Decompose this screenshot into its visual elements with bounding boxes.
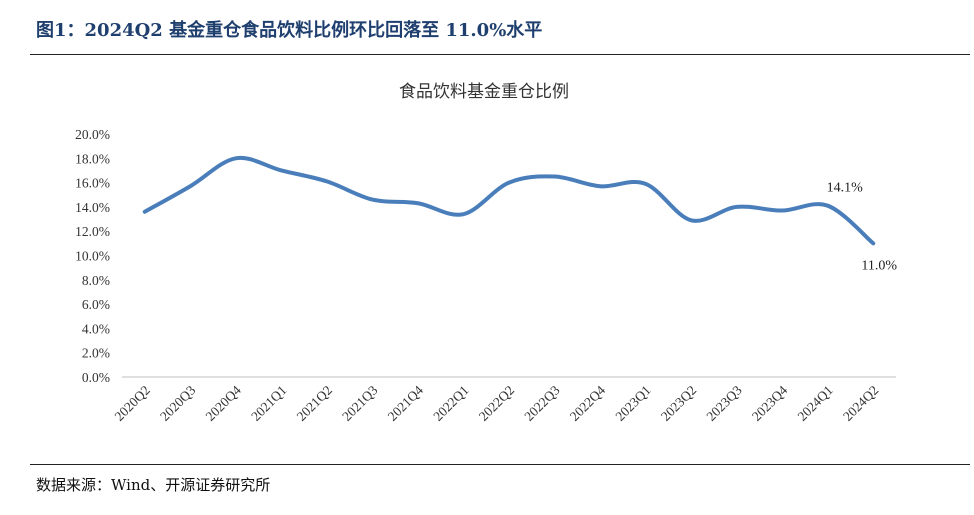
x-tick-label: 2022Q1: [430, 383, 471, 424]
y-tick-label: 8.0%: [82, 273, 110, 288]
y-tick-label: 16.0%: [75, 176, 110, 191]
y-tick-label: 10.0%: [75, 249, 110, 264]
x-tick-label: 2021Q1: [248, 383, 289, 424]
y-tick-label: 6.0%: [82, 297, 110, 312]
x-tick-label: 2021Q4: [385, 382, 427, 424]
data-label: 11.0%: [861, 258, 897, 273]
bottom-rule: [30, 464, 970, 465]
y-axis: 0.0% 2.0% 4.0% 6.0% 8.0% 10.0% 12.0% 14.0% 16.0%…: [75, 127, 110, 385]
x-tick-label: 2023Q4: [749, 382, 791, 424]
figure-title: 图1：2024Q2 基金重仓食品饮料比例环比回落至 11.0%水平: [36, 20, 543, 41]
x-tick-label: 2024Q1: [794, 383, 835, 424]
y-tick-label: 0.0%: [82, 370, 110, 385]
y-tick-label: 14.0%: [75, 200, 110, 215]
source-note: 数据来源：Wind、开源证券研究所: [36, 476, 271, 494]
x-tick-label: 2020Q3: [157, 382, 199, 424]
y-tick-label: 12.0%: [75, 224, 110, 239]
x-tick-label: 2023Q3: [703, 382, 745, 424]
x-tick-label: 2020Q4: [203, 382, 245, 424]
x-tick-label: 2020Q2: [112, 383, 153, 424]
chart-title: 食品饮料基金重仓比例: [399, 82, 569, 102]
x-tick-label: 2021Q2: [294, 383, 335, 424]
y-tick-label: 18.0%: [75, 151, 110, 166]
x-axis: 2020Q2 2020Q3 2020Q4 2021Q1 2021Q2 2021Q3 2021…: [112, 382, 882, 424]
y-tick-label: 20.0%: [75, 127, 110, 142]
y-tick-label: 2.0%: [82, 346, 110, 361]
x-tick-label: 2024Q2: [840, 383, 881, 424]
x-tick-label: 2022Q4: [567, 382, 609, 424]
x-tick-label: 2023Q1: [612, 383, 653, 424]
x-tick-label: 2022Q2: [476, 383, 517, 424]
x-tick-label: 2022Q3: [521, 382, 563, 424]
data-label: 14.1%: [827, 181, 864, 196]
top-rule: [30, 54, 970, 55]
data-labels: 14.1% 11.0%: [827, 181, 898, 274]
x-tick-label: 2021Q3: [339, 382, 381, 424]
series-line: [142, 155, 876, 246]
y-tick-label: 4.0%: [82, 321, 110, 336]
x-tick-label: 2023Q2: [658, 383, 699, 424]
